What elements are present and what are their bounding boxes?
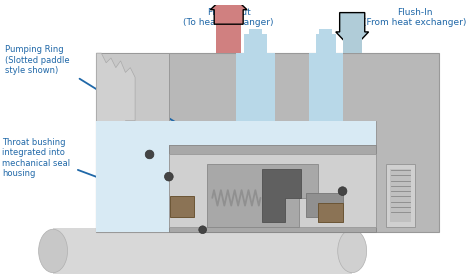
Bar [170,196,194,217]
Circle shape [199,226,207,234]
Bar [306,193,343,217]
FancyArrow shape [210,0,247,24]
Circle shape [164,172,173,181]
Bar [169,145,376,232]
Bar [343,29,362,53]
Bar [319,29,332,58]
Bar [169,155,376,227]
Bar [390,169,411,222]
Bar [386,164,415,227]
Bar [319,203,343,222]
Bar [216,19,241,53]
Bar [126,121,150,188]
Bar [97,53,439,232]
Text: Throat bushing
integrated into
mechanical seal
housing: Throat bushing integrated into mechanica… [2,138,70,178]
FancyArrow shape [336,13,369,49]
Bar [237,53,275,135]
Text: Flush-Out
(To heat exchanger): Flush-Out (To heat exchanger) [183,8,274,27]
Bar [249,29,263,58]
Text: Flush-In
(From heat exchanger): Flush-In (From heat exchanger) [363,8,466,27]
Polygon shape [97,53,169,212]
Ellipse shape [38,229,68,273]
Polygon shape [169,121,376,232]
Polygon shape [263,169,301,222]
Text: Pumping Ring
(Slotted paddle
style shown): Pumping Ring (Slotted paddle style shown… [5,45,70,75]
Bar [244,34,267,82]
Ellipse shape [338,229,367,273]
Polygon shape [97,53,135,188]
Polygon shape [208,164,319,227]
Bar [97,121,169,232]
Bar [53,231,352,274]
Bar [316,34,336,82]
Bar [53,228,352,274]
Circle shape [145,150,154,159]
Bar [169,121,376,145]
Bar [309,53,343,135]
Circle shape [338,187,347,196]
